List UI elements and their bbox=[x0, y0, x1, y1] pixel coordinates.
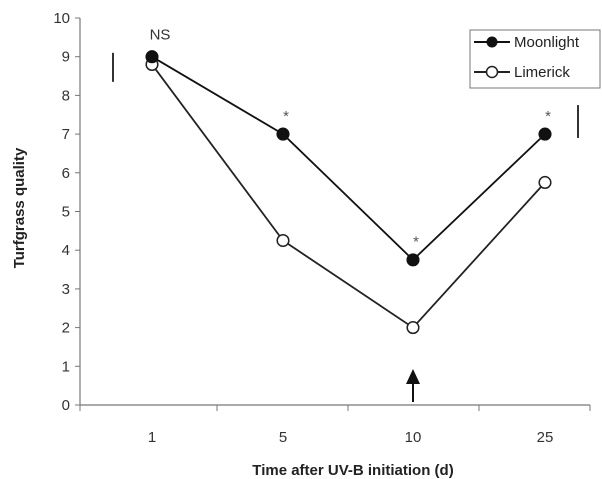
x-axis-ticks: 1 5 10 25 bbox=[79, 405, 591, 446]
significance-star: * bbox=[545, 108, 551, 125]
moonlight-point bbox=[145, 50, 159, 64]
legend: Moonlight Limerick bbox=[469, 29, 601, 89]
y-tick-label: 10 bbox=[53, 10, 70, 27]
legend-limerick-marker bbox=[485, 65, 499, 79]
y-tick-label: 6 bbox=[62, 165, 70, 182]
legend-moonlight-marker bbox=[486, 36, 498, 48]
data-series bbox=[145, 50, 552, 335]
y-tick-label: 3 bbox=[62, 281, 70, 298]
y-axis-ticks: 0 1 2 3 4 5 6 7 8 9 10 bbox=[53, 10, 80, 414]
arrow-head bbox=[406, 369, 420, 384]
ns-label: NS bbox=[150, 26, 171, 43]
limerick-series-line bbox=[151, 63, 546, 329]
y-tick-label: 5 bbox=[62, 204, 70, 221]
y-tick-label: 7 bbox=[62, 126, 70, 143]
error-bars-and-arrow bbox=[112, 52, 579, 402]
significance-annotations: NS * * * bbox=[150, 26, 552, 250]
x-tick-label: 25 bbox=[537, 429, 554, 446]
y-tick-label: 9 bbox=[62, 49, 70, 66]
x-axis-title: Time after UV-B initiation (d) bbox=[252, 462, 453, 479]
limerick-point bbox=[538, 175, 552, 190]
x-tick-label: 5 bbox=[279, 429, 287, 446]
moonlight-point bbox=[538, 127, 552, 141]
legend-limerick-label: Limerick bbox=[514, 64, 570, 81]
y-axis-title: Turfgrass quality bbox=[11, 147, 28, 268]
moonlight-point bbox=[406, 253, 420, 267]
legend-moonlight-label: Moonlight bbox=[514, 34, 580, 51]
moonlight-point bbox=[276, 127, 290, 141]
significance-star: * bbox=[413, 234, 419, 251]
x-tick-label: 1 bbox=[148, 429, 156, 446]
significance-star: * bbox=[283, 108, 289, 125]
y-tick-label: 0 bbox=[62, 397, 70, 414]
y-tick-label: 4 bbox=[62, 242, 70, 259]
limerick-point bbox=[406, 321, 420, 335]
y-tick-label: 2 bbox=[62, 320, 70, 337]
limerick-point bbox=[276, 233, 290, 248]
y-tick-label: 1 bbox=[62, 358, 70, 375]
x-tick-label: 10 bbox=[405, 429, 422, 446]
moonlight-series-line bbox=[151, 55, 546, 262]
y-tick-label: 8 bbox=[62, 87, 70, 104]
